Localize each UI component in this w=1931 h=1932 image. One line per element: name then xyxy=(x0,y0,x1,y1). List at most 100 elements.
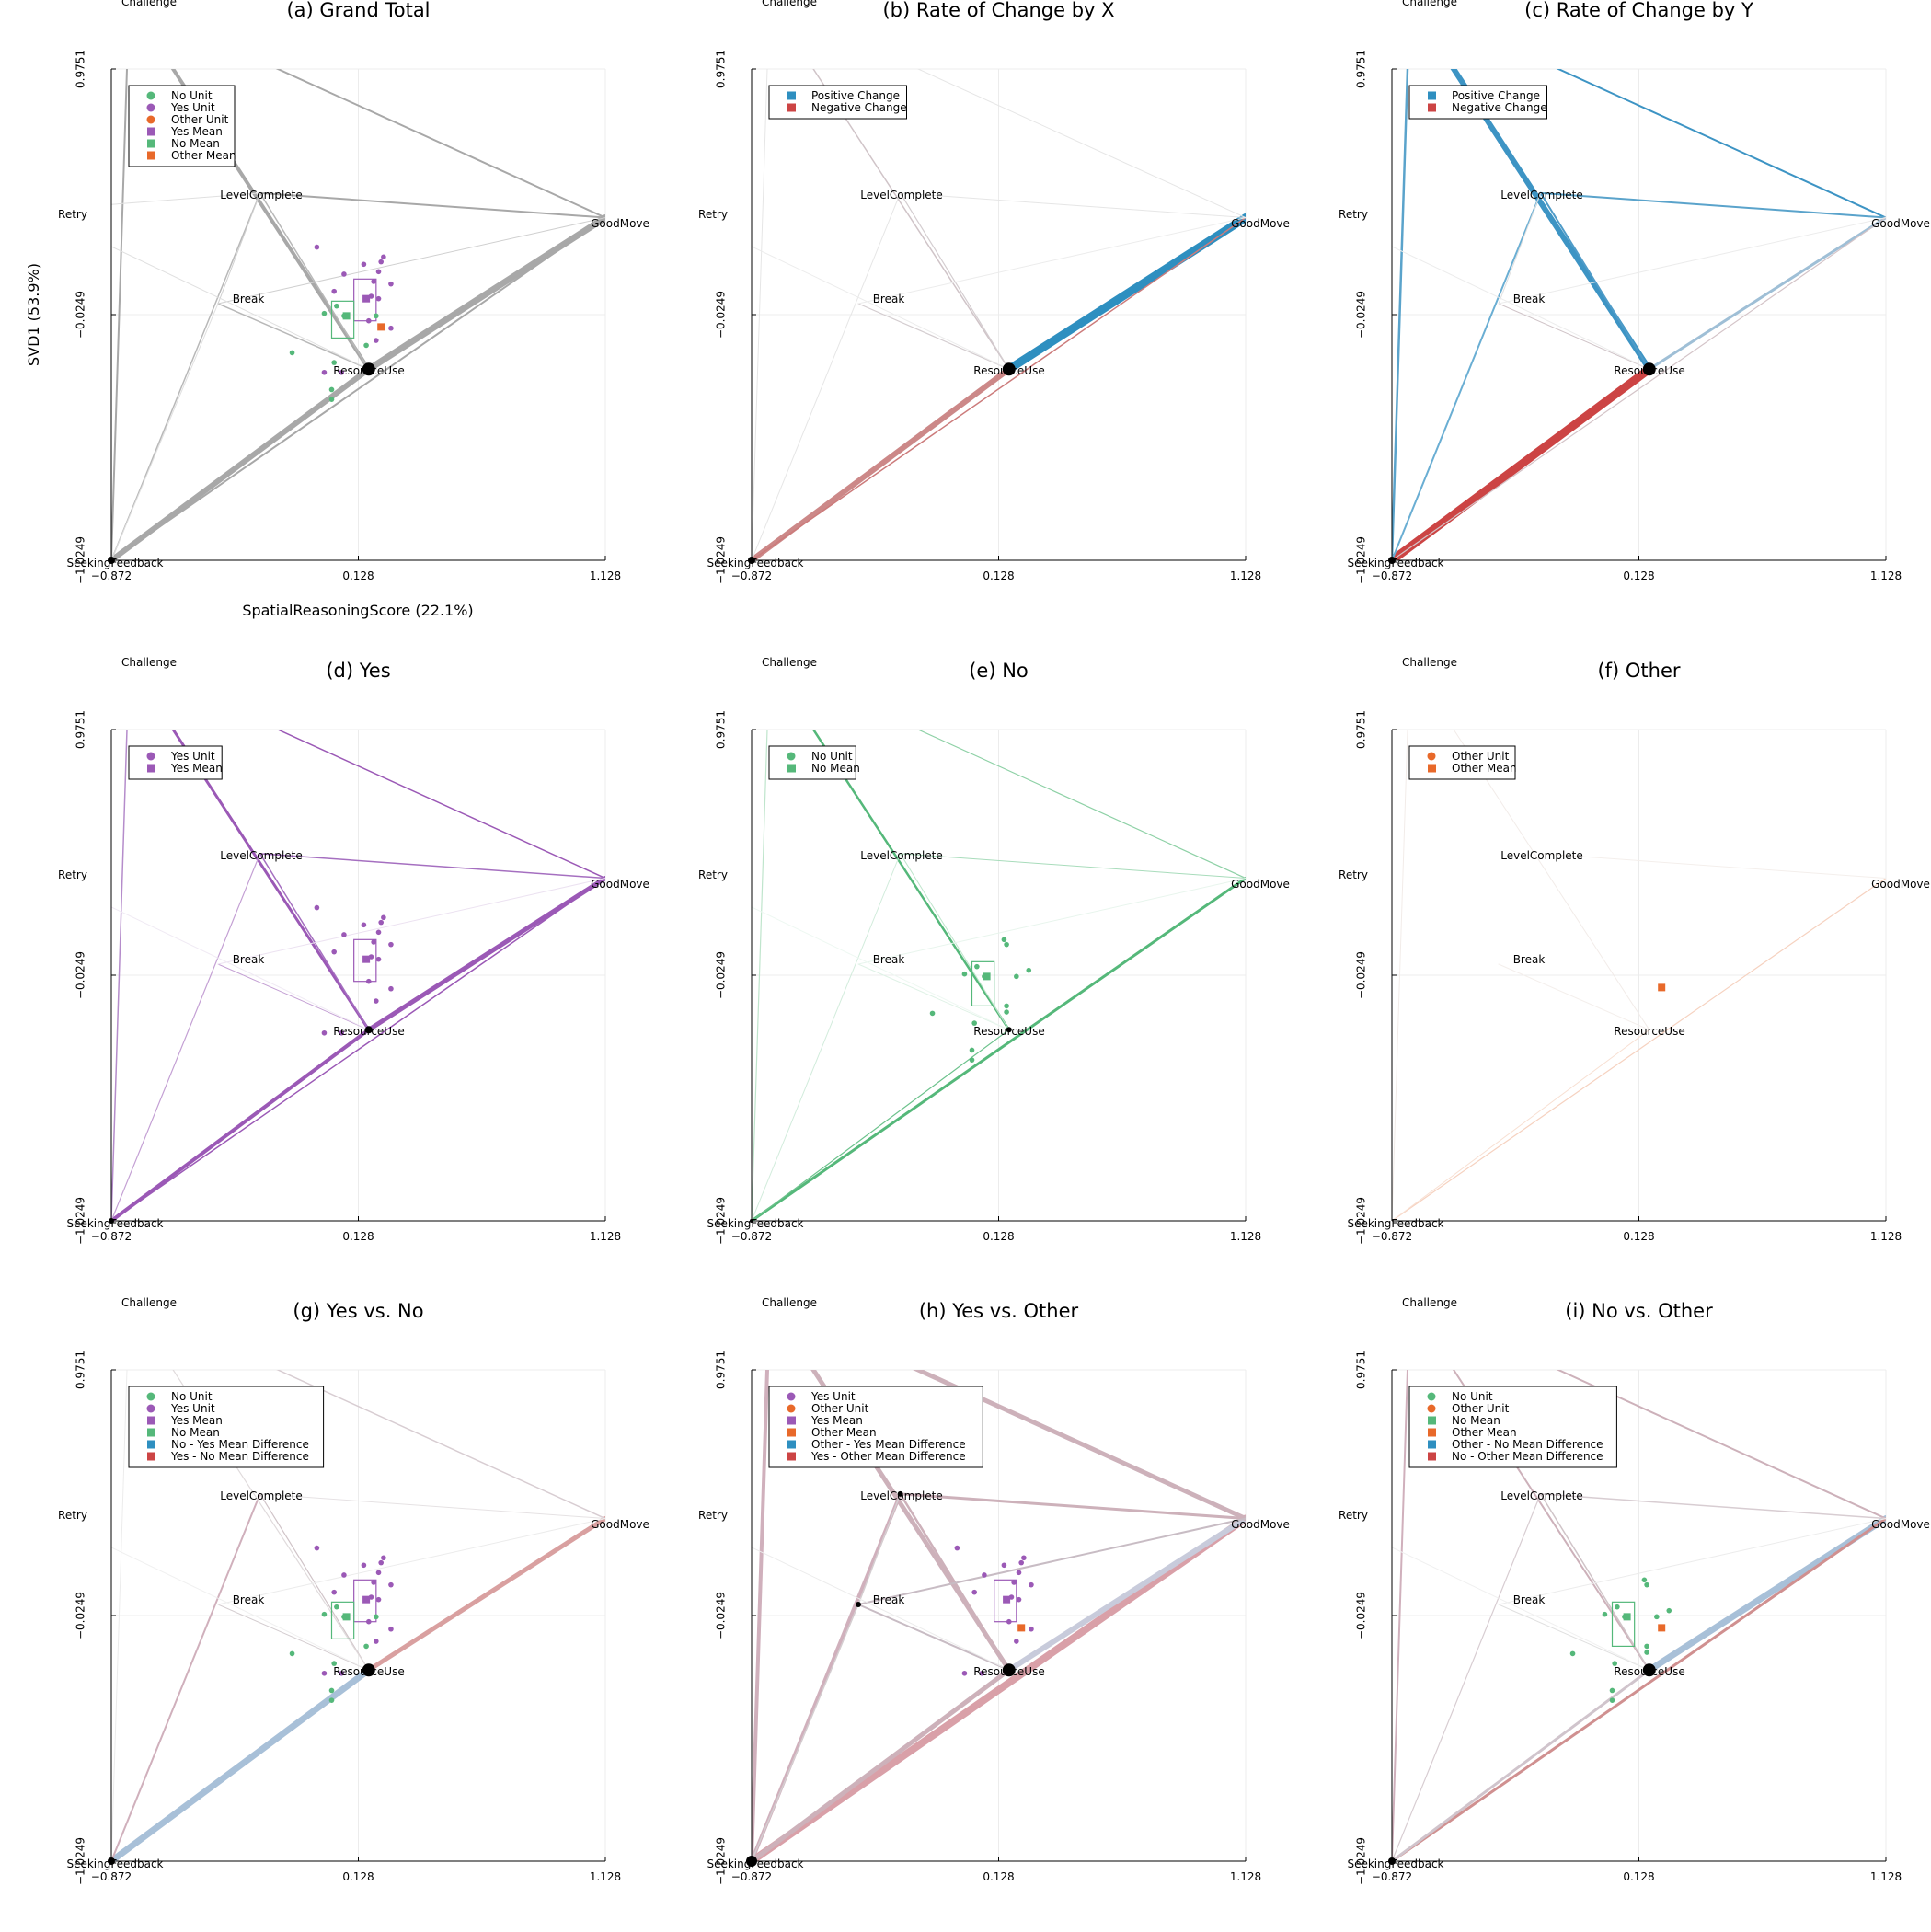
edge-challenge-resourceuse xyxy=(172,1370,370,1671)
node-label-goodmove: GoodMove xyxy=(591,1518,649,1531)
legend-marker xyxy=(147,151,155,160)
node-label-retry: Retry xyxy=(1339,868,1368,881)
legend-label: No Unit xyxy=(171,1390,213,1403)
edge-challenge-goodmove xyxy=(276,1370,605,1520)
node-label-challenge: Challenge xyxy=(762,1296,817,1309)
y-tick-label: 0.9751 xyxy=(715,50,728,88)
no-unit-point xyxy=(331,360,337,365)
no-unit-point xyxy=(334,1604,339,1610)
x-tick-label: 0.128 xyxy=(342,569,374,582)
edges xyxy=(1392,730,1886,1221)
no-unit-point xyxy=(1609,1687,1615,1694)
edge-levelcomplete-goodmove xyxy=(1540,853,1886,880)
no-unit-point xyxy=(321,1611,328,1617)
no-unit-point xyxy=(374,313,379,319)
x-tick-label: 0.128 xyxy=(1623,1870,1654,1883)
legend-label: Yes - No Mean Difference xyxy=(170,1450,309,1463)
no-unit-point xyxy=(929,1010,936,1017)
yes-unit-point xyxy=(954,1545,960,1551)
x-tick-label: 0.128 xyxy=(983,569,1014,582)
legend-box xyxy=(128,85,236,167)
panel-g: Challenge LevelComplete Retry GoodMove Break… xyxy=(58,1296,649,1885)
yes-unit-point xyxy=(314,244,320,250)
legend-label: Other Mean xyxy=(811,1426,877,1439)
legend-label: No Unit xyxy=(811,750,853,763)
no-unit-point xyxy=(1602,1611,1608,1617)
grid xyxy=(1391,68,1887,561)
yes-spread-box xyxy=(994,1579,1017,1623)
edge-resourceuse-goodmove xyxy=(1646,1515,1886,1673)
legend-box xyxy=(1408,85,1547,120)
legend-label: Positive Change xyxy=(1452,89,1540,102)
edge-levelcomplete-goodmove xyxy=(1539,191,1886,219)
yes-unit-point xyxy=(371,939,376,945)
panel-title: (h) Yes vs. Other xyxy=(919,1300,1079,1322)
yes-mean-marker xyxy=(362,294,371,303)
other-mean-marker xyxy=(1017,1624,1026,1632)
edge-levelcomplete-goodmove xyxy=(259,191,605,219)
yes-unit-point xyxy=(339,1670,345,1676)
legend-box xyxy=(768,85,907,120)
yes-unit-point xyxy=(371,1580,376,1585)
legend-marker xyxy=(787,1404,796,1413)
no-unit-point xyxy=(1666,1607,1672,1614)
edge-break-resourceuse xyxy=(1498,303,1650,370)
legend-label: Yes Mean xyxy=(170,125,223,138)
edges xyxy=(111,69,605,560)
legend-label: No Mean xyxy=(1452,1414,1500,1427)
no-unit-point xyxy=(969,1057,975,1063)
node-label-break: Break xyxy=(1513,953,1546,966)
node-label-resourceuse: ResourceUse xyxy=(333,364,404,377)
other-mean-marker xyxy=(1658,1624,1666,1632)
yes-unit-point xyxy=(1016,1596,1022,1603)
no-unit-point xyxy=(1612,1661,1617,1666)
x-tick-label: 1.128 xyxy=(590,1230,621,1243)
edge-seekingfeedback-resourceuse xyxy=(1392,364,1654,560)
yes-unit-point xyxy=(365,1618,372,1625)
legend-label: No Mean xyxy=(811,762,860,775)
yes-unit-point xyxy=(381,1555,386,1561)
edge-seekingfeedback-challenge xyxy=(752,730,768,1221)
no-spread-box xyxy=(330,300,355,339)
yes-unit-point xyxy=(971,1589,977,1595)
yes-unit-point xyxy=(314,904,320,911)
no-unit-point xyxy=(1001,937,1007,943)
legend-label: Other Mean xyxy=(1452,1426,1517,1439)
edge-break-resourceuse xyxy=(217,963,370,1030)
node-label-goodmove: GoodMove xyxy=(1231,217,1290,230)
legend-box xyxy=(1408,1386,1617,1468)
legend-marker xyxy=(787,764,796,773)
y-tick-label: −1.0249 xyxy=(715,1197,728,1245)
legend-label: No Mean xyxy=(171,137,220,150)
node-label-levelcomplete: LevelComplete xyxy=(220,849,303,862)
legend-label: No - Other Mean Difference xyxy=(1452,1450,1603,1463)
panel-title: (g) Yes vs. No xyxy=(293,1300,423,1322)
legend-label: No Mean xyxy=(171,1426,220,1439)
yes-unit-point xyxy=(314,1545,320,1551)
grid xyxy=(110,729,606,1222)
legend-label: Positive Change xyxy=(811,89,900,102)
edge-seekingfeedback-break xyxy=(111,303,219,560)
legend-marker xyxy=(787,1428,796,1437)
legend-marker xyxy=(147,1452,155,1461)
legend-label: Other Mean xyxy=(1452,762,1517,775)
y-tick-label: −0.0249 xyxy=(75,291,87,339)
node-label-resourceuse: ResourceUse xyxy=(1614,1665,1684,1678)
edge-retry-resourceuse xyxy=(1392,1547,1650,1671)
legend-marker xyxy=(1428,1452,1436,1461)
edge-levelcomplete-goodmove xyxy=(259,853,605,880)
legend-marker xyxy=(146,103,155,112)
y-tick-label: −1.0249 xyxy=(1355,1837,1368,1885)
x-tick-label: 0.128 xyxy=(342,1870,374,1883)
y-tick-label: −1.0249 xyxy=(75,1837,87,1885)
legend-label: Yes - Other Mean Difference xyxy=(810,1450,966,1463)
yes-unit-point xyxy=(375,269,382,275)
legend-marker xyxy=(787,1440,796,1449)
edge-seekingfeedback-challenge xyxy=(111,1370,128,1861)
other-mean-marker xyxy=(377,323,385,331)
no-unit-point xyxy=(1644,1643,1649,1650)
edge-seekingfeedback-goodmove xyxy=(752,216,1246,560)
edge-seekingfeedback-goodmove xyxy=(111,216,605,560)
node-label-retry: Retry xyxy=(58,1509,87,1522)
